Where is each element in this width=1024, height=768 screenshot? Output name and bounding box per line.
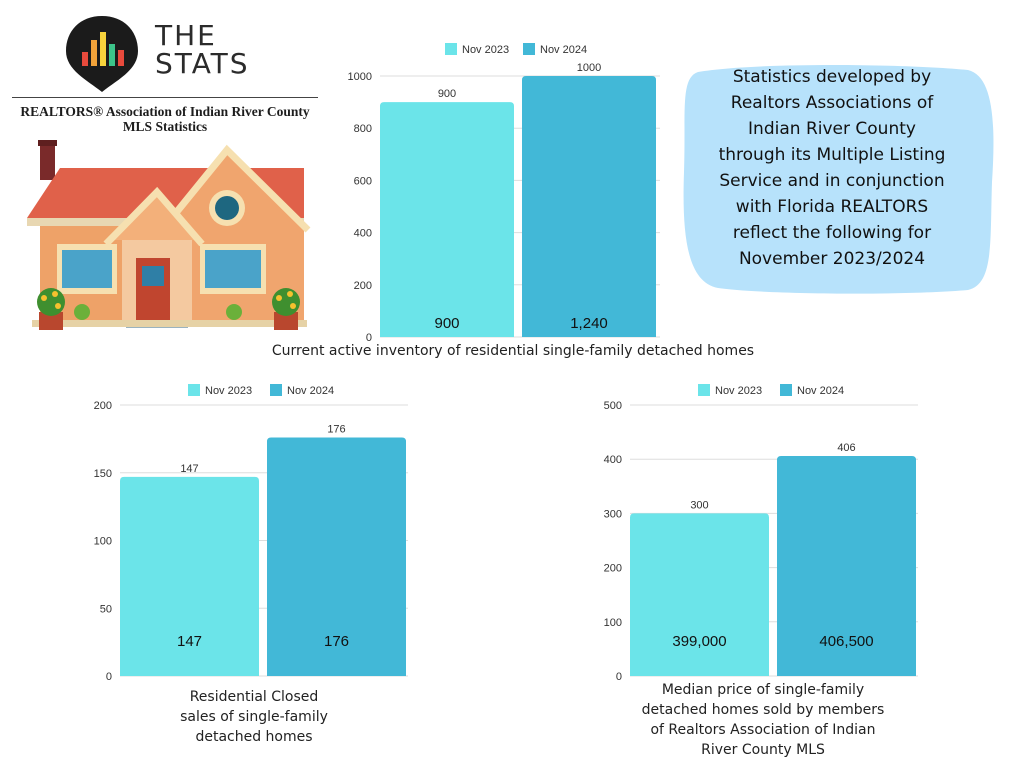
- y-tick-label: 600: [354, 175, 372, 187]
- bar-data-label: 176: [324, 633, 349, 650]
- bar-nov-2024: [267, 437, 406, 676]
- y-tick-label: 200: [354, 280, 372, 292]
- bar-value-label: 147: [180, 463, 198, 475]
- chart-active-inventory-caption: Current active inventory of residential …: [271, 343, 755, 359]
- legend-swatch: [780, 384, 792, 396]
- y-tick-label: 800: [354, 123, 372, 135]
- y-tick-label: 0: [616, 671, 622, 682]
- bar-nov-2023: [380, 102, 514, 337]
- legend-swatch: [698, 384, 710, 396]
- y-tick-label: 400: [604, 454, 622, 466]
- association-line1: REALTORS® Association of Indian River Co…: [20, 104, 310, 119]
- y-tick-label: 300: [604, 508, 622, 520]
- y-tick-label: 500: [604, 400, 622, 412]
- divider: [12, 97, 318, 98]
- legend-swatch: [445, 43, 457, 55]
- bar-data-label: 406,500: [819, 633, 873, 650]
- y-tick-label: 50: [100, 603, 112, 615]
- legend-label: Nov 2023: [715, 385, 762, 397]
- chart-closed-sales-caption: Residential Closed sales of single-famil…: [180, 689, 328, 745]
- chart-median-price-caption: Median price of single-family detached h…: [641, 682, 885, 758]
- legend-label: Nov 2024: [540, 44, 587, 56]
- info-callout-shape: [683, 65, 994, 294]
- brand-line1: THE: [155, 19, 217, 52]
- bar-nov-2024: [522, 76, 656, 337]
- legend-swatch: [523, 43, 535, 55]
- bar-data-label: 1,240: [570, 315, 608, 332]
- brand-wordmark: THE STATS: [155, 22, 250, 78]
- y-tick-label: 0: [106, 671, 112, 682]
- bar-data-label: 147: [177, 633, 202, 650]
- the-stats-logo: [66, 16, 138, 92]
- legend-swatch: [188, 384, 200, 396]
- association-title: REALTORS® Association of Indian River Co…: [12, 104, 318, 134]
- y-tick-label: 200: [604, 563, 622, 575]
- chart-active-inventory: Nov 2023 Nov 2024 0 200 400 600 800 1000 900 900 1…: [348, 43, 660, 344]
- bar-data-label: 399,000: [672, 633, 726, 650]
- chart-median-price: Nov 2023 Nov 2024 0 100 200 300 400 500 300 399,0…: [604, 384, 918, 682]
- chart-closed-sales: Nov 2023 Nov 2024 0 50 100 150 200 147 147 176 176: [94, 384, 408, 682]
- legend-label: Nov 2023: [205, 385, 252, 397]
- y-tick-label: 200: [94, 400, 112, 412]
- bar-value-label: 300: [690, 499, 708, 511]
- y-tick-label: 100: [604, 617, 622, 629]
- legend-label: Nov 2023: [462, 44, 509, 56]
- legend-label: Nov 2024: [287, 385, 334, 397]
- association-line2: MLS Statistics: [122, 119, 208, 134]
- bar-value-label: 900: [438, 88, 456, 100]
- bar-nov-2023: [120, 476, 259, 676]
- y-tick-label: 400: [354, 228, 372, 240]
- bar-value-label: 406: [837, 442, 855, 454]
- bar-value-label: 176: [327, 424, 345, 436]
- bar-nov-2023: [630, 513, 769, 676]
- bar-value-label: 1000: [577, 62, 601, 74]
- y-tick-label: 0: [366, 332, 372, 344]
- legend-label: Nov 2024: [797, 385, 844, 397]
- brand-line2: STATS: [155, 47, 250, 80]
- bar-data-label: 900: [434, 315, 459, 332]
- legend-swatch: [270, 384, 282, 396]
- info-callout-text: Statistics developed by Realtors Associa…: [718, 67, 946, 269]
- house-illustration: [27, 140, 311, 330]
- bar-nov-2024: [777, 455, 916, 676]
- y-tick-label: 1000: [348, 71, 372, 83]
- y-tick-label: 100: [94, 536, 112, 548]
- y-tick-label: 150: [94, 468, 112, 480]
